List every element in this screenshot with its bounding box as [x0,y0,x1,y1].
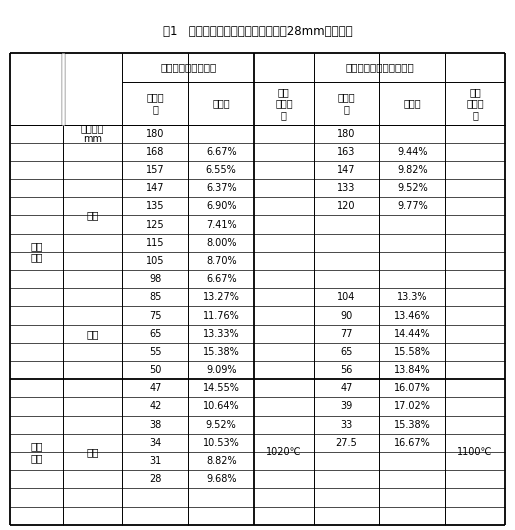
Text: 39: 39 [340,401,353,411]
Text: 13.84%: 13.84% [394,365,431,375]
Text: 115: 115 [146,238,165,248]
Text: 34: 34 [149,438,161,448]
Text: 压下率: 压下率 [404,99,421,108]
Text: 168: 168 [146,147,164,157]
Text: 8.70%: 8.70% [206,256,236,266]
Text: 10.53%: 10.53% [203,438,239,448]
Text: 16.07%: 16.07% [394,383,431,393]
Text: 1100℃: 1100℃ [457,447,493,457]
Text: 8.82%: 8.82% [206,456,236,466]
Text: 13.33%: 13.33% [203,329,239,339]
Text: 77: 77 [340,329,353,339]
Text: 来料厚度
mm: 来料厚度 mm [81,123,105,145]
Text: 105: 105 [146,256,165,266]
Text: 压下分
配: 压下分 配 [146,93,164,114]
Text: 9.82%: 9.82% [397,165,428,175]
Text: 120: 120 [337,201,356,211]
Text: 表1   改进前后压下分配对比情况（以28mm板为例）: 表1 改进前后压下分配对比情况（以28mm板为例） [163,25,352,38]
Text: 85: 85 [149,293,162,302]
Text: 9.44%: 9.44% [397,147,427,157]
Text: 8.00%: 8.00% [206,238,236,248]
Text: 13.27%: 13.27% [203,293,239,302]
Text: 展宽: 展宽 [87,210,99,220]
Text: 压下率: 压下率 [212,99,230,108]
Text: 6.55%: 6.55% [206,165,236,175]
Text: 14.44%: 14.44% [394,329,431,339]
Text: 90: 90 [340,311,353,321]
Text: 10.64%: 10.64% [203,401,239,411]
Text: 15.58%: 15.58% [394,347,431,357]
Text: 65: 65 [149,329,162,339]
Text: 65: 65 [340,347,353,357]
Text: 163: 163 [337,147,356,157]
Text: 9.77%: 9.77% [397,201,428,211]
Text: 6.67%: 6.67% [206,274,236,284]
Text: 9.52%: 9.52% [206,420,236,430]
Text: 125: 125 [146,219,165,229]
Text: 7.41%: 7.41% [206,219,236,229]
Text: 104: 104 [337,293,356,302]
Text: 1020℃: 1020℃ [266,447,302,457]
Text: 180: 180 [146,129,164,139]
Text: 75: 75 [149,311,162,321]
Text: 6.67%: 6.67% [206,147,236,157]
Text: 50: 50 [149,365,162,375]
Text: 精轧
开轧温
度: 精轧 开轧温 度 [466,87,484,120]
Text: 31: 31 [149,456,161,466]
Text: 133: 133 [337,183,356,193]
Text: 33: 33 [340,420,353,430]
Text: 38: 38 [149,420,161,430]
Text: 47: 47 [340,383,353,393]
Text: 纵轧: 纵轧 [87,447,99,457]
Text: 47: 47 [149,383,162,393]
Text: 9.68%: 9.68% [206,474,236,484]
Text: 9.09%: 9.09% [206,365,236,375]
Text: 6.37%: 6.37% [206,183,236,193]
Text: 56: 56 [340,365,353,375]
Text: 180: 180 [337,129,356,139]
Text: 15.38%: 15.38% [394,420,431,430]
Text: 精轧
阶段: 精轧 阶段 [30,441,43,463]
Text: 6.90%: 6.90% [206,201,236,211]
Text: 98: 98 [149,274,161,284]
Text: 13.3%: 13.3% [397,293,427,302]
Text: 15.38%: 15.38% [203,347,239,357]
Text: 157: 157 [146,165,165,175]
Text: 147: 147 [146,183,165,193]
Text: 压下分
配: 压下分 配 [338,93,355,114]
Text: 改进前（正常生产）: 改进前（正常生产） [160,63,216,73]
Text: 42: 42 [149,401,162,411]
Text: 27.5: 27.5 [336,438,357,448]
Text: 147: 147 [337,165,356,175]
Text: 改进后（优化轧制模型）: 改进后（优化轧制模型） [345,63,414,73]
Text: 13.46%: 13.46% [394,311,431,321]
Text: 55: 55 [149,347,162,357]
Text: 精轧
开轧温
度: 精轧 开轧温 度 [275,87,293,120]
Text: 纵轧: 纵轧 [87,329,99,339]
Text: 17.02%: 17.02% [394,401,431,411]
Text: 粗轧
阶段: 粗轧 阶段 [30,241,43,263]
Text: 28: 28 [149,474,162,484]
Text: 9.52%: 9.52% [397,183,428,193]
Text: 135: 135 [146,201,165,211]
Text: 11.76%: 11.76% [203,311,239,321]
Text: 16.67%: 16.67% [394,438,431,448]
Text: 14.55%: 14.55% [203,383,239,393]
